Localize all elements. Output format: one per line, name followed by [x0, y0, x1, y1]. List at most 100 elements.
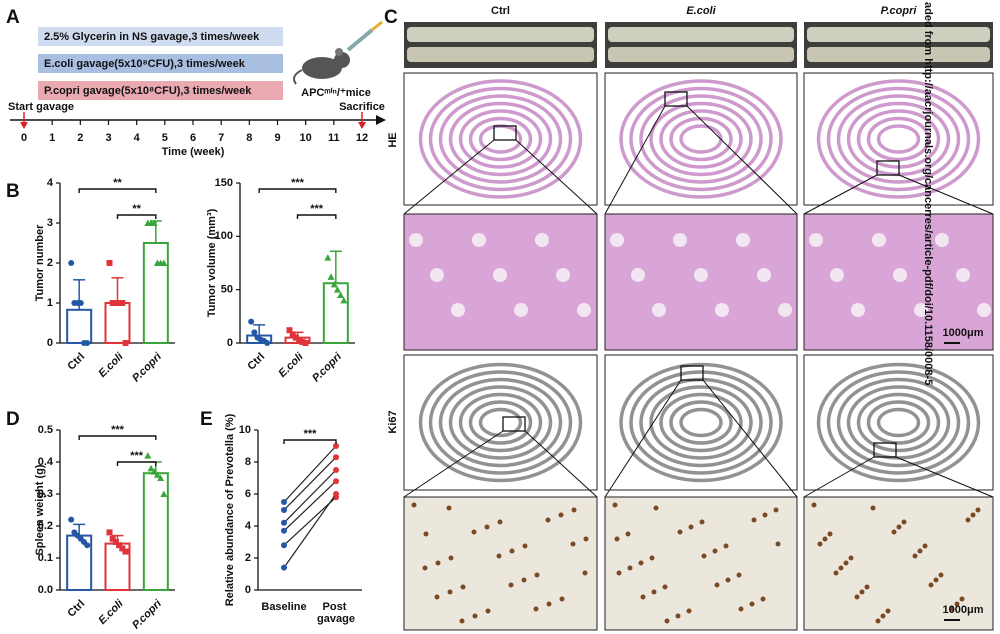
data-point — [281, 542, 287, 549]
tissue-roll — [619, 79, 783, 199]
gland — [409, 233, 423, 247]
tissue-roll — [629, 86, 773, 192]
data-point — [337, 291, 345, 298]
stained-nucleus — [459, 618, 465, 624]
significance-label: *** — [310, 203, 324, 215]
data-point — [299, 338, 306, 345]
tissue-roll — [659, 109, 743, 169]
tissue-roll — [468, 400, 533, 445]
gland — [830, 268, 844, 282]
gland — [914, 303, 928, 317]
data-point — [281, 564, 287, 571]
data-point — [106, 529, 113, 536]
stained-nucleus — [775, 541, 781, 547]
group-box — [38, 54, 283, 73]
stained-nucleus — [496, 553, 502, 559]
y-tick-label: 2 — [245, 552, 251, 564]
data-point — [144, 452, 152, 459]
group-label: P.copri gavage(5x10⁸CFU),3 times/week — [44, 85, 252, 97]
tissue-roll — [448, 385, 553, 460]
data-point — [330, 280, 338, 288]
y-tick-label: 10 — [239, 424, 251, 436]
zoom-line — [524, 430, 598, 498]
stained-nucleus — [612, 502, 618, 508]
stained-nucleus — [859, 589, 865, 595]
stained-nucleus — [885, 608, 891, 614]
image-frame — [803, 72, 994, 206]
stained-nucleus — [472, 613, 478, 619]
y-tick-label: 3 — [47, 217, 53, 229]
significance-label: ** — [113, 177, 122, 189]
y-tick-label: 2 — [47, 257, 53, 269]
group-box — [38, 81, 283, 100]
y-tick-label: 0.2 — [38, 520, 53, 532]
stained-nucleus — [583, 536, 589, 542]
stained-nucleus — [558, 512, 564, 518]
stained-nucleus — [664, 618, 670, 624]
data-point — [68, 516, 75, 523]
x-tick-label: 0 — [21, 132, 27, 144]
y-tick-label: 0 — [245, 584, 251, 596]
stained-nucleus — [471, 529, 477, 535]
stained-nucleus — [616, 570, 622, 576]
x-tick-label: 3 — [105, 132, 111, 144]
tissue-roll — [876, 124, 921, 154]
significance-bracket — [296, 214, 337, 219]
y-tick-label: 50 — [221, 284, 233, 296]
y-tick-label: 0.5 — [38, 424, 53, 436]
stained-nucleus — [975, 507, 981, 513]
x-tick-label: Post gavage — [317, 601, 355, 625]
stained-nucleus — [848, 555, 854, 561]
group-box — [38, 27, 283, 46]
data-point — [281, 499, 287, 505]
column-header: E.coli — [686, 5, 716, 17]
timeline-arrowhead — [376, 115, 386, 125]
stained-nucleus — [949, 606, 955, 612]
y-tick-label: 8 — [245, 456, 251, 468]
data-point — [119, 545, 126, 552]
end-label: Sacrifice — [339, 101, 385, 113]
scale-bar-label: 1000μm — [943, 327, 984, 339]
colon-strip — [407, 27, 594, 42]
stained-nucleus — [965, 517, 971, 523]
stained-nucleus — [485, 608, 491, 614]
data-point — [109, 300, 116, 306]
arrowhead — [358, 122, 366, 129]
x-tick-label: 2 — [77, 132, 83, 144]
data-point — [84, 340, 91, 346]
stained-nucleus — [497, 519, 503, 525]
gland — [851, 303, 865, 317]
tissue-roll — [856, 392, 941, 453]
data-point — [122, 340, 129, 346]
stained-nucleus — [509, 548, 515, 554]
zoom-line — [702, 379, 798, 498]
panel-label: D — [6, 409, 20, 430]
data-point — [327, 273, 335, 280]
image-frame — [803, 354, 994, 491]
paired-line — [283, 480, 337, 532]
y-tick-label: 1 — [47, 297, 53, 309]
gland — [757, 268, 771, 282]
arrowhead — [20, 122, 28, 129]
data-point — [333, 467, 339, 473]
y-tick-label: 100 — [215, 230, 233, 242]
stained-nucleus — [534, 572, 540, 578]
stained-nucleus — [751, 517, 757, 523]
gland — [872, 233, 886, 247]
start-label: Start gavage — [8, 101, 74, 113]
colon-strip — [608, 47, 794, 62]
stained-nucleus — [723, 543, 729, 549]
stained-nucleus — [411, 502, 417, 508]
zoom-line — [403, 430, 504, 498]
tissue-roll — [448, 101, 553, 177]
stained-nucleus — [843, 560, 849, 566]
stained-nucleus — [854, 594, 860, 600]
stained-nucleus — [725, 577, 731, 583]
x-tick-label: 10 — [300, 132, 312, 144]
data-point — [68, 260, 75, 266]
stained-nucleus — [434, 594, 440, 600]
y-axis-label: Relative abundance of Prevotella (%) — [224, 413, 236, 606]
group-label: E.coli gavage(5x10⁸CFU),3 times/week — [44, 58, 246, 70]
scale-bar-label: 1000μm — [943, 604, 984, 616]
x-tick-label: 6 — [190, 132, 196, 144]
